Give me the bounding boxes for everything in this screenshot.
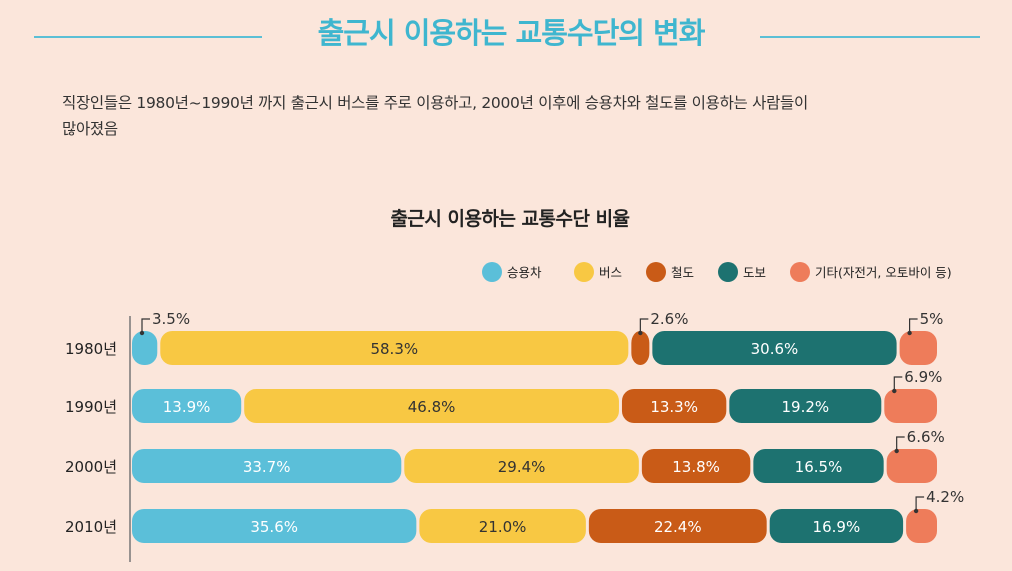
callout-line-1990년-기타-자전거-오토바이-등- — [893, 376, 903, 391]
category-label-1990년: 1990년 — [65, 398, 117, 416]
callout-line-1980년-철도 — [639, 318, 649, 333]
bar-1990년-기타-자전거-오토바이-등- — [884, 389, 937, 423]
data-label-1990년-승용차: 13.9% — [163, 398, 211, 416]
data-label-2000년-기타-자전거-오토바이-등-: 6.6% — [907, 428, 945, 446]
data-label-1990년-기타-자전거-오토바이-등-: 6.9% — [904, 368, 942, 386]
bar-1980년-버스 — [160, 331, 629, 365]
bar-2000년-철도 — [641, 449, 751, 483]
data-label-1980년-도보: 30.6% — [751, 340, 799, 358]
data-label-2010년-철도: 22.4% — [654, 518, 702, 536]
bar-2010년-버스 — [419, 509, 586, 543]
data-label-2010년-기타-자전거-오토바이-등-: 4.2% — [926, 488, 964, 506]
legend-label-기타-자전거-오토바이-등-: 기타(자전거, 오토바이 등) — [815, 265, 952, 280]
chart-title: 출근시 이용하는 교통수단 비율 — [390, 208, 630, 230]
legend-swatch-도보 — [718, 262, 738, 282]
callout-dot-1980년-기타-자전거-오토바이-등- — [907, 330, 912, 336]
legend-label-철도: 철도 — [671, 265, 694, 280]
data-label-2000년-승용차: 33.7% — [243, 458, 291, 476]
legend-swatch-철도 — [646, 262, 666, 282]
bar-2000년-버스 — [404, 449, 639, 483]
callout-dot-1980년-승용차 — [139, 330, 145, 336]
data-label-2010년-버스: 21.0% — [479, 518, 527, 536]
data-label-1980년-철도: 2.6% — [650, 310, 688, 328]
data-label-2010년-승용차: 35.6% — [250, 518, 298, 536]
category-label-1980년: 1980년 — [65, 340, 117, 358]
callout-dot-1980년-철도 — [638, 330, 643, 336]
data-label-1980년-버스: 58.3% — [370, 340, 418, 358]
legend-label-버스: 버스 — [599, 265, 622, 280]
data-label-2000년-버스: 29.4% — [498, 458, 546, 476]
bar-2010년-철도 — [588, 509, 767, 543]
data-label-1990년-도보: 19.2% — [781, 398, 829, 416]
callout-line-2010년-기타-자전거-오토바이-등- — [915, 496, 925, 511]
category-label-2010년: 2010년 — [65, 518, 117, 536]
bar-2000년-기타-자전거-오토바이-등- — [886, 449, 937, 483]
intro-line-1: 직장인들은 1980년~1990년 까지 출근시 버스를 주로 이용하고, 20… — [62, 94, 808, 112]
page-title: 출근시 이용하는 교통수단의 변화 — [317, 16, 706, 50]
callout-line-1980년-기타-자전거-오토바이-등- — [909, 318, 918, 333]
data-label-1990년-철도: 13.3% — [650, 398, 698, 416]
legend-swatch-기타-자전거-오토바이-등- — [790, 262, 810, 282]
callout-line-2000년-기타-자전거-오토바이-등- — [896, 436, 905, 451]
bar-1990년-도보 — [729, 389, 882, 423]
legend-swatch-승용차 — [482, 262, 502, 282]
data-label-2000년-철도: 13.8% — [672, 458, 720, 476]
bar-2000년-승용차 — [132, 449, 402, 483]
bar-2010년-도보 — [769, 509, 904, 543]
bar-1990년-승용차 — [132, 389, 242, 423]
bar-2010년-기타-자전거-오토바이-등- — [906, 509, 937, 543]
callout-line-1980년-승용차 — [141, 318, 150, 333]
data-label-1990년-버스: 46.8% — [408, 398, 456, 416]
bar-1990년-버스 — [244, 389, 619, 423]
callout-dot-2000년-기타-자전거-오토바이-등- — [894, 448, 899, 454]
data-label-1980년-기타-자전거-오토바이-등-: 5% — [920, 310, 944, 328]
callout-dot-2010년-기타-자전거-오토바이-등- — [913, 508, 919, 514]
title-line-left — [34, 36, 262, 38]
intro-line-2: 많아졌음 — [62, 120, 118, 138]
data-label-1980년-승용차: 3.5% — [152, 310, 190, 328]
intro-text: 직장인들은 1980년~1990년 까지 출근시 버스를 주로 이용하고, 20… — [62, 90, 962, 142]
data-label-2000년-도보: 16.5% — [795, 458, 843, 476]
title-line-right — [760, 36, 980, 38]
bar-1990년-철도 — [621, 389, 727, 423]
bar-2010년-승용차 — [132, 509, 417, 543]
legend-label-승용차: 승용차 — [507, 265, 542, 280]
data-label-2010년-도보: 16.9% — [813, 518, 861, 536]
bar-1980년-승용차 — [132, 331, 158, 365]
callout-dot-1990년-기타-자전거-오토바이-등- — [892, 388, 897, 394]
bar-2000년-도보 — [753, 449, 884, 483]
bar-1980년-기타-자전거-오토바이-등- — [899, 331, 937, 365]
legend-swatch-버스 — [574, 262, 594, 282]
category-label-2000년: 2000년 — [65, 458, 117, 476]
bar-1980년-도보 — [652, 331, 897, 365]
bar-1980년-철도 — [631, 331, 650, 365]
legend-label-도보: 도보 — [743, 265, 766, 280]
